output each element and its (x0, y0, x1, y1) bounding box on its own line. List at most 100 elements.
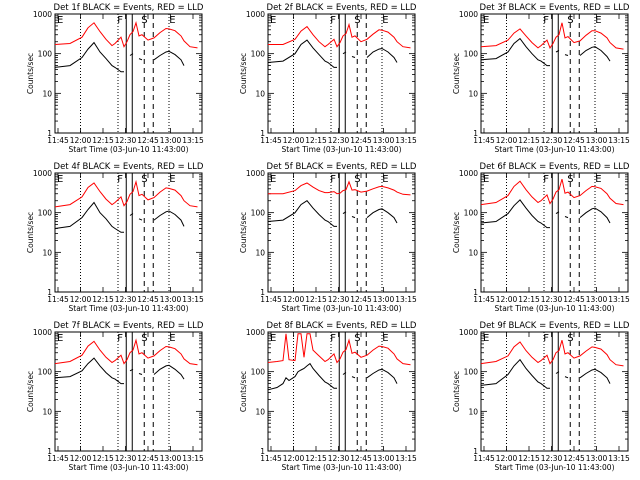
y-tick-label: 1 (473, 447, 478, 456)
y-tick-label: 10 (42, 248, 52, 257)
flag-label: F (330, 15, 336, 26)
y-tick-label: 100 (251, 209, 266, 218)
flag-label: F (117, 333, 123, 344)
flag-label: E (57, 174, 63, 185)
panel-det-3: Det 3f BLACK = Events, RED = LLD 1 10 100 10… (452, 3, 630, 154)
x-tick-label: 12:30 (115, 136, 137, 145)
y-tick-label: 10 (255, 89, 265, 98)
x-tick-label: 13:15 (182, 295, 204, 304)
y-tick-label: 10 (468, 407, 478, 416)
flag-label: F (543, 174, 549, 185)
x-tick-label: 13:15 (608, 295, 630, 304)
y-axis-label: Counts/sec (452, 212, 461, 253)
panel-title: Det 1f BLACK = Events, RED = LLD (54, 3, 204, 13)
y-tick-label: 1000 (33, 328, 52, 337)
flag-label: S (141, 15, 147, 26)
x-tick-label: 12:30 (328, 454, 350, 463)
x-tick-label: 11:45 (260, 136, 282, 145)
y-tick-label: 1000 (33, 10, 52, 19)
plot-frame (54, 13, 203, 134)
y-tick-label: 100 (38, 368, 53, 377)
x-tick-label: 13:00 (586, 454, 608, 463)
series-lld-line (267, 333, 411, 366)
x-tick-label: 12:45 (137, 295, 159, 304)
series-lld-line (54, 20, 198, 49)
y-axis-label: Counts/sec (26, 53, 35, 94)
flag-label: E (169, 15, 175, 26)
flag-label: E (270, 174, 276, 185)
flag-label: E (382, 174, 388, 185)
x-axis-label: Start Time (03-Jun-10 11:43:00) (282, 304, 402, 313)
series-lld-line (480, 22, 624, 50)
x-tick-label: 13:00 (373, 136, 395, 145)
y-axis-label: Counts/sec (239, 53, 248, 94)
x-tick-label: 11:45 (473, 136, 495, 145)
series-lld-line (268, 180, 411, 196)
x-tick-label: 12:00 (70, 454, 92, 463)
x-axis-label: Start Time (03-Jun-10 11:43:00) (495, 145, 615, 154)
flag-label: E (169, 174, 175, 185)
flag-label: E (169, 333, 175, 344)
flag-label: F (543, 15, 549, 26)
x-tick-label: 13:15 (182, 136, 204, 145)
plot-frame (54, 172, 203, 293)
flag-label: E (270, 333, 276, 344)
flag-label: E (483, 15, 489, 26)
panel-det-8: Det 8f BLACK = Events, RED = LLD 1 10 100 10… (239, 321, 417, 472)
series-lld-line (268, 22, 411, 49)
panel-title: Det 9f BLACK = Events, RED = LLD (480, 321, 630, 331)
series-lld-line (480, 178, 624, 206)
x-tick-label: 12:00 (496, 454, 518, 463)
x-tick-label: 11:45 (260, 454, 282, 463)
flag-label: E (57, 15, 63, 26)
y-tick-label: 100 (251, 368, 266, 377)
x-tick-label: 12:15 (305, 454, 327, 463)
x-axis-label: Start Time (03-Jun-10 11:43:00) (495, 304, 615, 313)
panel-det-9: Det 9f BLACK = Events, RED = LLD 1 10 100 10… (452, 321, 630, 472)
flag-label: F (117, 174, 123, 185)
series-lld-line (54, 338, 198, 366)
panel-title: Det 6f BLACK = Events, RED = LLD (480, 162, 630, 172)
y-tick-label: 1 (47, 288, 52, 297)
flag-label: S (141, 333, 147, 344)
x-axis-label: Start Time (03-Jun-10 11:43:00) (69, 463, 189, 472)
x-tick-label: 12:45 (350, 136, 372, 145)
x-tick-label: 12:15 (92, 136, 114, 145)
x-tick-label: 13:00 (586, 136, 608, 145)
x-tick-label: 12:15 (92, 295, 114, 304)
x-tick-label: 12:00 (283, 136, 305, 145)
panel-title: Det 5f BLACK = Events, RED = LLD (267, 162, 417, 172)
x-tick-label: 13:00 (586, 295, 608, 304)
y-tick-label: 10 (468, 248, 478, 257)
x-tick-label: 12:30 (328, 136, 350, 145)
flag-label: F (543, 333, 549, 344)
y-tick-label: 1000 (33, 169, 52, 178)
x-tick-label: 12:30 (115, 454, 137, 463)
panel-title: Det 7f BLACK = Events, RED = LLD (54, 321, 204, 331)
y-axis-label: Counts/sec (26, 212, 35, 253)
x-tick-label: 13:15 (395, 295, 417, 304)
y-tick-label: 1 (473, 288, 478, 297)
x-tick-label: 12:45 (137, 136, 159, 145)
y-tick-label: 10 (42, 89, 52, 98)
y-tick-label: 1000 (246, 10, 265, 19)
x-tick-label: 13:00 (160, 136, 182, 145)
plot-frame (480, 13, 629, 134)
y-tick-label: 1 (260, 447, 265, 456)
plot-frame (267, 172, 416, 293)
x-tick-label: 12:00 (283, 454, 305, 463)
flag-label: E (57, 333, 63, 344)
x-axis-label: Start Time (03-Jun-10 11:43:00) (69, 145, 189, 154)
x-tick-label: 11:45 (473, 454, 495, 463)
flag-label: S (141, 174, 147, 185)
x-tick-label: 12:45 (137, 454, 159, 463)
x-tick-label: 12:30 (115, 295, 137, 304)
flag-label: S (354, 174, 360, 185)
y-tick-label: 1 (260, 129, 265, 138)
y-axis-label: Counts/sec (239, 371, 248, 412)
x-tick-label: 13:00 (160, 295, 182, 304)
plot-frame (267, 331, 416, 452)
y-tick-label: 10 (42, 407, 52, 416)
flag-label: S (567, 15, 573, 26)
x-tick-label: 12:30 (541, 454, 563, 463)
